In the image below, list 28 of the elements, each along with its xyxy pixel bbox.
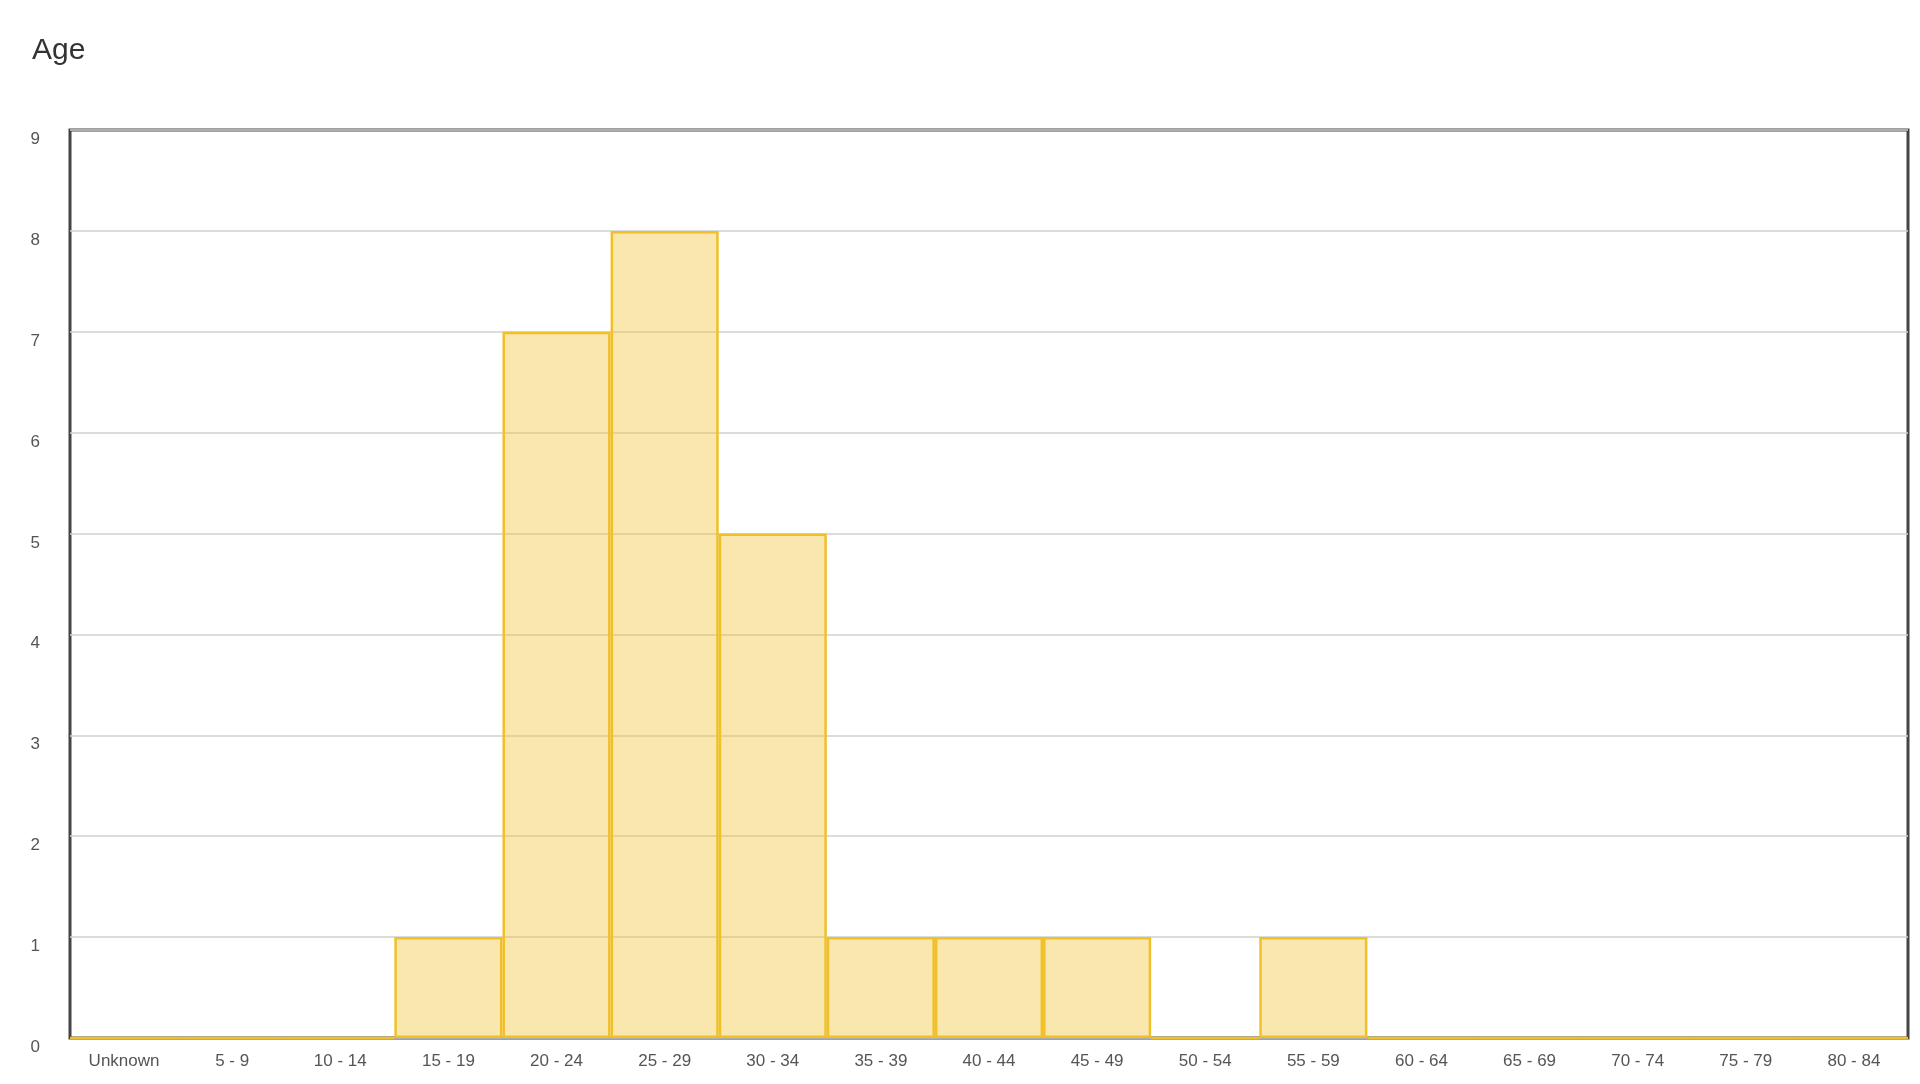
y-tick-label: 0 [30,1037,40,1056]
x-tick-label: 60 - 64 [1395,1051,1448,1070]
y-tick-label: 8 [30,229,40,249]
y-tick-label: 2 [30,835,40,855]
x-tick-label: 45 - 49 [1070,1051,1124,1070]
y-tick-label: 5 [30,532,40,552]
y-tick-label: 7 [30,330,40,350]
y-tick-label: 3 [30,734,40,754]
x-tick-label: 35 - 39 [854,1051,908,1070]
x-tick-label: 30 - 34 [746,1051,800,1070]
x-tick-label: 5 - 9 [215,1051,250,1070]
x-tick-label: 40 - 44 [962,1051,1016,1070]
y-tick-label: 4 [30,633,40,653]
x-tick-label: 65 - 69 [1503,1051,1557,1070]
x-tick-label: Unknown [88,1051,160,1070]
y-tick-label: 6 [30,431,40,451]
x-tick-label: 80 - 84 [1827,1051,1881,1070]
x-tick-label: 55 - 59 [1286,1051,1340,1070]
x-tick-label: 15 - 19 [421,1051,475,1070]
x-tick-label: 70 - 74 [1611,1051,1665,1070]
x-tick-label: 25 - 29 [638,1051,692,1070]
y-tick-label: 1 [30,936,40,956]
x-tick-label: 10 - 14 [313,1051,367,1070]
x-tick-label: 75 - 79 [1719,1051,1773,1070]
chart-title: Age [32,31,86,65]
x-tick-label: 20 - 24 [530,1051,583,1070]
x-tick-label: 50 - 54 [1178,1051,1232,1070]
y-tick-label: 9 [30,129,40,148]
